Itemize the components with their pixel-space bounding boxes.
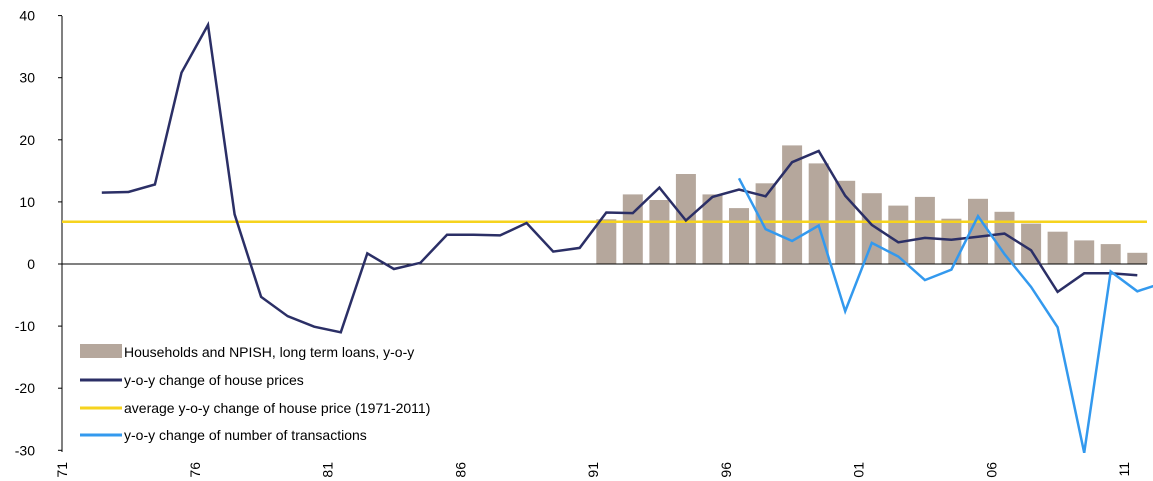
loan-bar xyxy=(1021,223,1042,264)
loan-bar xyxy=(968,198,988,264)
x-tick-label: 86 xyxy=(452,462,468,478)
loan-bar xyxy=(596,219,617,264)
y-tick-label: 0 xyxy=(27,256,35,272)
legend-item-house-prices: y-o-y change of house prices xyxy=(124,372,304,388)
loan-bar xyxy=(914,196,935,264)
y-tick-label: 30 xyxy=(19,70,35,86)
x-tick-label: 11 xyxy=(1116,462,1132,477)
legend-item-loans: Households and NPISH, long term loans, y… xyxy=(124,344,414,360)
legend-item-transactions: y-o-y change of number of transactions xyxy=(124,427,367,443)
loan-bar xyxy=(649,200,670,264)
x-tick-label: 91 xyxy=(585,462,601,478)
loan-bar xyxy=(1047,231,1068,264)
y-tick-label: -30 xyxy=(15,442,35,458)
house-prices-line xyxy=(101,21,1138,334)
x-tick-label: 81 xyxy=(320,462,336,478)
transactions-line xyxy=(737,177,1153,454)
x-tick-label: 06 xyxy=(983,462,999,478)
y-tick-label: -20 xyxy=(15,380,35,396)
y-tick-label: -10 xyxy=(15,318,35,334)
legend-swatch-bar xyxy=(80,344,122,358)
legend-item-average: average y-o-y change of house price (197… xyxy=(124,400,430,416)
loan-bar xyxy=(941,218,962,264)
loan-bar xyxy=(729,208,749,264)
y-tick-label: 20 xyxy=(19,132,35,148)
loan-bar xyxy=(782,145,803,264)
axes-group xyxy=(58,15,1147,452)
line-series-group xyxy=(62,21,1153,454)
x-tick-labels: 71 76 81 86 91 96 01 06 11 xyxy=(54,462,1132,478)
loan-bar xyxy=(888,205,909,264)
y-tick-label: 10 xyxy=(19,194,35,210)
y-tick-labels: 40 30 20 10 0 -10 -20 -30 xyxy=(15,8,35,459)
loan-bar xyxy=(1100,244,1121,264)
loan-bar xyxy=(1127,252,1148,264)
loan-bar xyxy=(755,183,776,264)
x-tick-label: 71 xyxy=(54,462,70,478)
x-tick-label: 96 xyxy=(718,462,734,478)
x-tick-label: 01 xyxy=(851,462,867,478)
y-tick-label: 40 xyxy=(19,8,35,24)
loan-bar xyxy=(1074,240,1095,264)
loan-bar xyxy=(994,211,1015,264)
legend: Households and NPISH, long term loans, y… xyxy=(80,344,430,443)
loan-bar xyxy=(702,194,723,264)
x-tick-label: 76 xyxy=(187,462,203,478)
